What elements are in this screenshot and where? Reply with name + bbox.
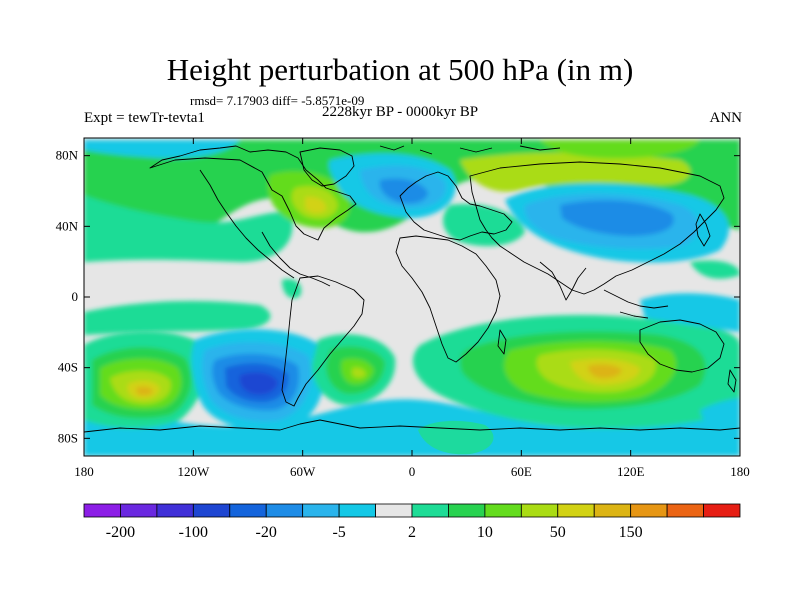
lon-label: 120E [617, 464, 645, 479]
madagascar-coast [497, 329, 507, 355]
pacific-tropical-teal [84, 300, 271, 335]
lat-label: 80N [56, 148, 79, 163]
arctic-cyan-west [84, 140, 240, 159]
colorbar-swatch [557, 503, 595, 518]
colorbar-swatch [120, 503, 158, 518]
eurasia-ridge-yellow [460, 152, 691, 192]
colorbar-label: -5 [332, 524, 345, 541]
arctic-lime-patch [540, 140, 700, 159]
arctic-islands [379, 145, 561, 155]
indian-ocean-orange [588, 364, 622, 379]
central-america-coast [261, 231, 331, 287]
southern-anomalies [84, 293, 740, 456]
north-america-olive [305, 196, 327, 214]
colorbar-label: 10 [477, 524, 493, 541]
colorbar-label: 50 [550, 524, 566, 541]
colorbar-swatch [83, 503, 121, 518]
lat-label: 40N [56, 218, 79, 233]
plot-title: Height perturbation at 500 hPa (in m) [166, 52, 634, 87]
stats-text: rmsd= 7.17903 diff= -5.8571e-09 [190, 93, 365, 108]
europe-blue-core [379, 178, 428, 204]
lon-label: 60W [290, 464, 316, 479]
colorbar-swatch [703, 503, 741, 518]
colorbar-label: -100 [179, 524, 208, 541]
colorbar-swatch [448, 503, 486, 518]
period-label: 2228kyr BP - 0000kyr BP [322, 104, 479, 120]
antarctic-teal-patch [418, 420, 494, 455]
northern-anomalies [84, 140, 740, 263]
west-pacific-teal [690, 260, 740, 279]
south-atlantic-yellow [352, 367, 366, 378]
season-label: ANN [709, 110, 743, 126]
north-america-coast [149, 145, 357, 241]
colorbar: -200 -100 -20 -5 2 10 50 150 [83, 503, 741, 541]
colorbar-swatch [520, 503, 559, 518]
africa-coast [395, 235, 501, 363]
colorbar-swatch [156, 503, 194, 518]
colorbar-label: 150 [619, 524, 643, 541]
coastlines [84, 145, 740, 433]
south-pacific-east-cyan [700, 398, 740, 440]
contour-field [84, 138, 740, 456]
asia-mid-blue [560, 200, 674, 236]
colorbar-swatch [302, 503, 340, 518]
europe-coast [399, 171, 513, 241]
japan-coast [695, 213, 711, 247]
colorbar-label: 2 [408, 524, 416, 541]
tropical-anomalies [84, 260, 740, 335]
colorbar-swatch [484, 503, 522, 518]
australia-coast [639, 319, 725, 373]
lat-label: 40S [58, 360, 78, 375]
longitude-axis: 180 120W 60W 0 60E 120E 180 [74, 138, 750, 479]
colorbar-swatch [338, 503, 376, 518]
south-america-coast [281, 275, 365, 407]
new-zealand-coast [727, 369, 737, 393]
india-coast [539, 261, 587, 301]
greenland-coast [299, 147, 355, 187]
experiment-label: Expt = tewTr-tevta1 [84, 110, 205, 126]
south-america-deep-blue [239, 372, 278, 395]
lon-label: 180 [74, 464, 94, 479]
atlantic-tropical-teal [282, 279, 302, 299]
colorbar-swatch [229, 503, 267, 518]
antarctica-coast [84, 419, 740, 433]
colorbar-swatch [375, 503, 413, 518]
colorbar-swatch [593, 503, 632, 518]
colorbar-swatch [265, 503, 304, 518]
north-america-west-coast [199, 169, 295, 279]
latitude-axis: 80N 40N 0 40S 80S [56, 148, 740, 445]
colorbar-swatch [192, 503, 231, 518]
north-pacific-teal [84, 195, 293, 262]
southeast-asia-islands [603, 289, 669, 319]
lon-label: 60E [511, 464, 532, 479]
colorbar-swatch [666, 503, 704, 518]
lon-label: 180 [730, 464, 750, 479]
colorbar-swatch [630, 503, 668, 518]
asia-coast [469, 161, 725, 295]
colorbar-label: -200 [106, 524, 135, 541]
south-pacific-orange [136, 386, 153, 396]
lat-label: 80S [58, 430, 78, 445]
lon-label: 120W [177, 464, 210, 479]
southern-cyan-band [84, 395, 740, 456]
colorbar-swatch [411, 503, 449, 518]
australia-cyan [640, 293, 740, 332]
lon-label: 0 [409, 464, 416, 479]
lat-label: 0 [72, 289, 79, 304]
colorbar-label: -20 [256, 524, 277, 541]
